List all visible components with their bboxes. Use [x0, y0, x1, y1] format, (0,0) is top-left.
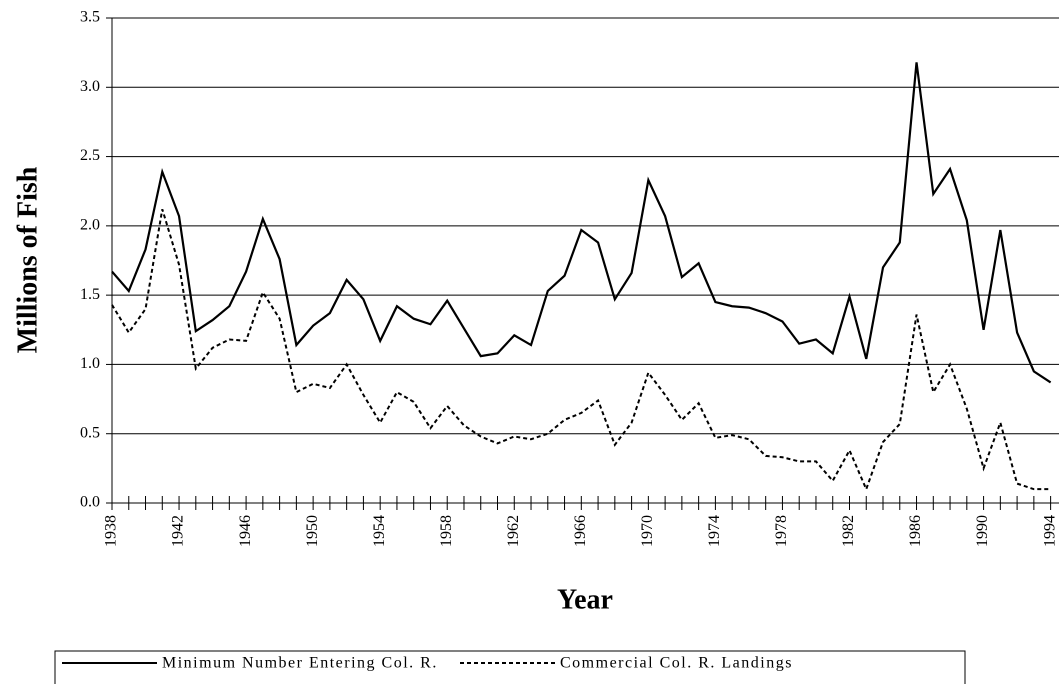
data-line	[111, 62, 1052, 384]
x-tick-label: 1974	[706, 515, 723, 547]
y-tick-label: 3.5	[80, 9, 100, 26]
legend-label: Minimum Number Entering Col. R.	[162, 655, 438, 672]
x-tick-label: 1966	[572, 515, 589, 547]
y-tick-label: 1.5	[80, 286, 100, 303]
x-axis-label: Year	[557, 584, 613, 615]
x-tick-label: 1958	[438, 515, 455, 547]
y-tick-label: 0.0	[80, 494, 100, 511]
data-line	[111, 208, 1051, 492]
y-tick-label: 3.0	[80, 78, 100, 95]
x-tick-label: 1950	[304, 515, 321, 547]
x-tick-label: 1938	[103, 515, 120, 547]
x-tick-label: 1970	[639, 515, 656, 547]
x-tick-label: 1994	[1041, 515, 1058, 547]
x-tick-label: 1990	[974, 515, 991, 547]
x-tick-label: 1954	[371, 515, 388, 547]
legend-label: Commercial Col. R. Landings	[560, 655, 793, 672]
x-tick-label: 1942	[170, 515, 187, 547]
legend-box	[54, 650, 966, 684]
y-axis-label: Millions of Fish	[12, 166, 43, 353]
y-tick-label: 2.0	[80, 217, 100, 234]
x-tick-label: 1982	[840, 515, 857, 547]
x-tick-label: 1946	[237, 515, 254, 547]
y-tick-label: 1.0	[80, 355, 100, 372]
x-tick-label: 1978	[773, 515, 790, 547]
y-tick-label: 2.5	[80, 147, 100, 164]
x-tick-label: 1986	[907, 515, 924, 547]
y-tick-label: 0.5	[80, 424, 100, 441]
x-tick-label: 1962	[505, 515, 522, 547]
